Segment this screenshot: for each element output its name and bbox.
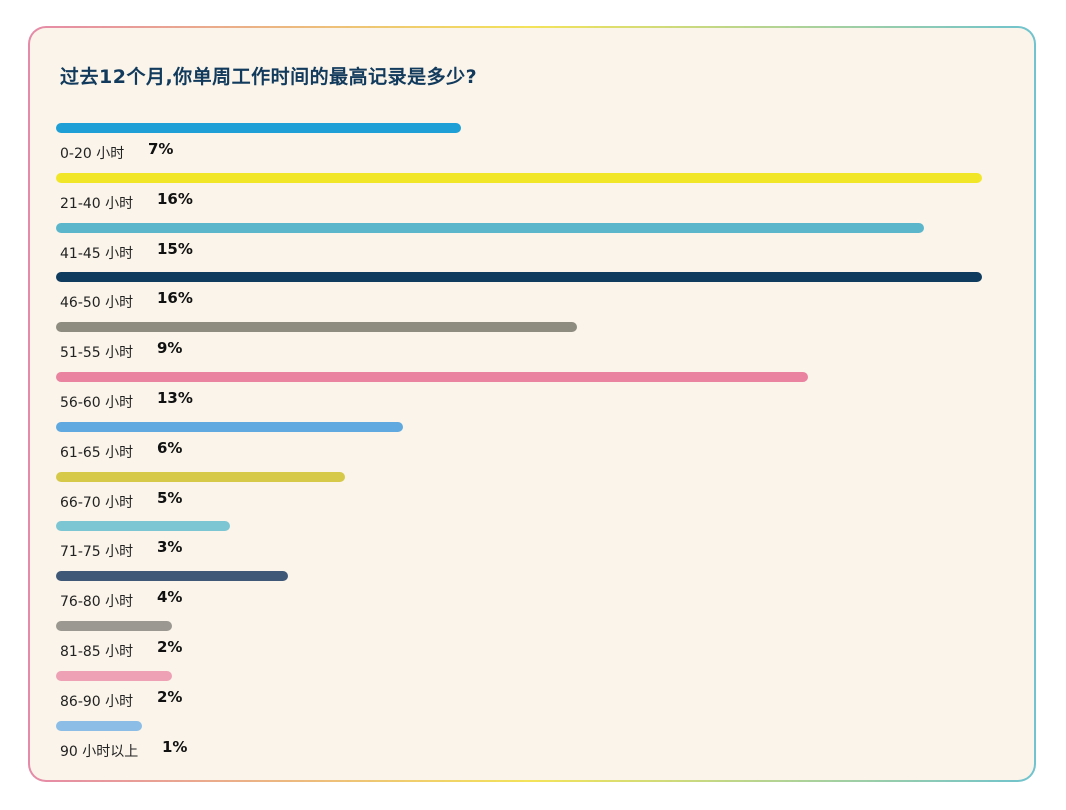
bar-row: 66-70 小时 5% <box>56 471 1026 522</box>
category-label: 71-75 小时 <box>60 544 134 561</box>
category-label: 90 小时以上 <box>60 743 139 760</box>
value-label: 16% <box>157 289 193 308</box>
category-label: 86-90 小时 <box>60 693 134 710</box>
value-label: 4% <box>157 588 183 607</box>
bar-row: 76-80 小时 4% <box>56 571 1026 621</box>
bar <box>56 123 462 133</box>
bar <box>56 620 172 631</box>
bar <box>56 670 172 681</box>
chart-frame: 过去12个月,你单周工作时间的最高记录是多少? 0-20 小时 7% 21-40 小… <box>28 26 1036 782</box>
category-label: 56-60 小时 <box>60 394 134 411</box>
value-label: 13% <box>157 388 193 407</box>
category-label: 66-70 小时 <box>60 494 134 511</box>
value-label: 1% <box>162 737 188 756</box>
value-label: 5% <box>157 488 183 507</box>
value-label: 3% <box>157 538 183 557</box>
category-label: 46-50 小时 <box>60 295 134 312</box>
chart-panel: 过去12个月,你单周工作时间的最高记录是多少? 0-20 小时 7% 21-40 小… <box>30 28 1034 780</box>
bar <box>56 521 230 532</box>
bar <box>56 421 404 432</box>
value-label: 16% <box>157 189 193 208</box>
category-label: 41-45 小时 <box>60 245 134 262</box>
bar-row: 46-50 小时 16% <box>56 272 1026 322</box>
value-label: 7% <box>148 140 174 158</box>
category-label: 21-40 小时 <box>60 195 134 212</box>
value-label: 2% <box>157 637 183 656</box>
category-label: 76-80 小时 <box>60 594 134 611</box>
bar-row: 51-55 小时 9% <box>56 322 1026 372</box>
value-label: 15% <box>157 239 193 258</box>
chart-title: 过去12个月,你单周工作时间的最高记录是多少? <box>60 66 478 88</box>
bar <box>56 720 142 731</box>
bar-row: 56-60 小时 13% <box>56 371 1026 422</box>
value-label: 6% <box>157 438 183 457</box>
bar <box>56 172 983 183</box>
bar-row: 81-85 小时 2% <box>56 620 1026 671</box>
bar-row: 71-75 小时 3% <box>56 521 1026 571</box>
bar <box>56 471 346 482</box>
bar <box>56 272 983 283</box>
bar <box>56 222 925 233</box>
bar-row: 0-20 小时 7% <box>56 123 1026 173</box>
bar-row: 90 小时以上 1% <box>56 720 1026 771</box>
value-label: 9% <box>157 339 183 358</box>
bar-row: 21-40 小时 16% <box>56 172 1026 223</box>
bar <box>56 571 288 582</box>
bar-row: 41-45 小时 15% <box>56 222 1026 273</box>
value-label: 2% <box>157 687 183 706</box>
category-label: 81-85 小时 <box>60 643 134 660</box>
category-label: 0-20 小时 <box>60 146 125 162</box>
category-label: 61-65 小时 <box>60 444 134 461</box>
bar <box>56 371 809 382</box>
bar-row: 86-90 小时 2% <box>56 670 1026 721</box>
bar-row: 61-65 小时 6% <box>56 421 1026 472</box>
bar <box>56 322 577 333</box>
bar-list: 0-20 小时 7% 21-40 小时 16% 41-45 小时 15% 46-50 小时 1… <box>56 123 1026 770</box>
category-label: 51-55 小时 <box>60 345 134 362</box>
